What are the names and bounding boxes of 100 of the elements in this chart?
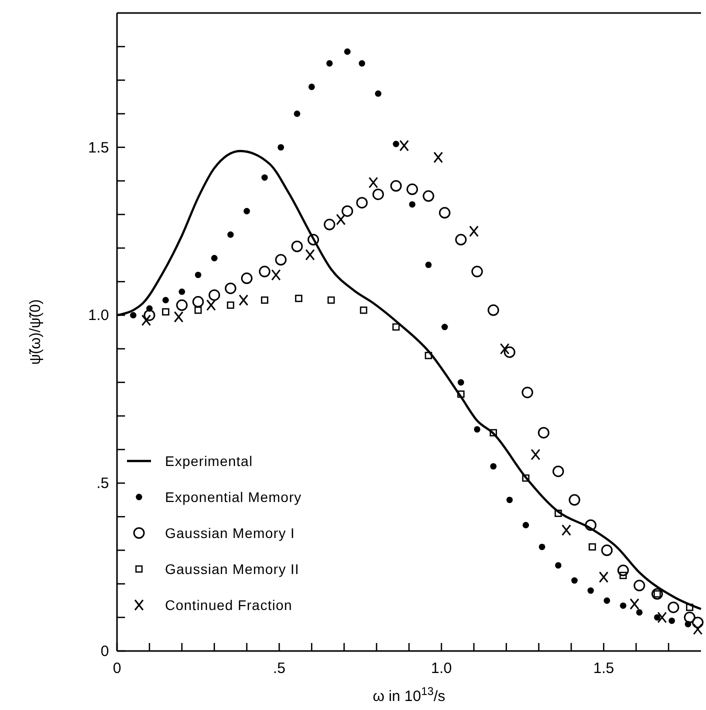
point — [587, 587, 594, 594]
point — [538, 544, 546, 550]
point — [522, 386, 534, 398]
point — [469, 226, 479, 238]
point — [571, 577, 578, 584]
point — [490, 463, 497, 470]
point — [686, 604, 694, 611]
point — [278, 144, 284, 151]
point — [530, 448, 540, 460]
point — [356, 196, 368, 208]
point — [308, 234, 320, 246]
point — [275, 254, 287, 266]
point — [500, 343, 510, 355]
point — [620, 602, 626, 609]
point — [588, 543, 596, 551]
point — [342, 205, 354, 217]
legend-label: Gaussian Memory I — [165, 525, 295, 541]
point — [174, 311, 184, 323]
x-tick-label: .5 — [272, 660, 286, 677]
x-tick-label: 1.0 — [431, 660, 452, 677]
point — [178, 288, 186, 295]
point — [130, 312, 136, 318]
point — [258, 266, 270, 278]
point — [392, 323, 400, 331]
point — [372, 188, 384, 200]
point — [241, 272, 253, 284]
y-tick-label: 1.0 — [88, 307, 109, 324]
point — [438, 207, 450, 219]
point — [211, 254, 218, 262]
point — [455, 234, 467, 246]
point — [226, 301, 234, 309]
legend-label: Exponential Memory — [165, 489, 302, 505]
point — [162, 308, 170, 316]
point — [471, 266, 483, 278]
point — [294, 110, 300, 117]
point — [244, 208, 250, 214]
point — [441, 324, 448, 330]
point — [271, 269, 281, 281]
y-tick-label: 1.5 — [88, 139, 109, 156]
point — [162, 296, 169, 304]
point — [141, 314, 151, 326]
point — [224, 282, 236, 294]
point — [668, 602, 680, 614]
point — [392, 140, 400, 148]
point — [144, 309, 156, 321]
point — [457, 390, 465, 398]
point — [617, 564, 629, 576]
point — [604, 597, 610, 604]
point — [194, 306, 202, 314]
point — [360, 306, 368, 314]
point — [692, 616, 704, 628]
point — [291, 240, 303, 252]
point — [598, 571, 608, 583]
point — [406, 184, 418, 196]
point — [488, 304, 500, 316]
point — [522, 522, 529, 528]
point — [227, 231, 234, 238]
point — [693, 623, 703, 635]
point — [208, 289, 220, 301]
legend-label: Continued Fraction — [165, 597, 292, 613]
point — [554, 510, 562, 517]
point — [474, 426, 480, 433]
point — [390, 180, 402, 192]
point — [651, 588, 663, 600]
point — [344, 48, 351, 55]
y-tick-label: .5 — [96, 475, 109, 492]
point — [634, 580, 646, 592]
x-axis-title: ω in 10$^{13}$/s — [372, 686, 446, 705]
point — [409, 201, 416, 208]
point — [327, 296, 335, 304]
point — [506, 496, 513, 504]
point — [424, 352, 432, 360]
point — [308, 84, 315, 90]
point — [176, 299, 188, 311]
point — [324, 218, 336, 230]
y-axis-title: ψ̃(ω)/ψ̃(0) — [27, 299, 44, 365]
point — [399, 140, 409, 152]
point — [490, 429, 498, 436]
point — [668, 618, 675, 624]
point — [630, 598, 640, 610]
point — [295, 294, 302, 302]
point — [522, 474, 530, 482]
point — [261, 174, 268, 181]
point — [358, 60, 366, 67]
point — [336, 214, 346, 226]
point — [368, 176, 378, 188]
point — [206, 299, 216, 311]
point — [422, 190, 434, 202]
point — [238, 294, 248, 306]
point — [194, 272, 202, 278]
point — [584, 519, 596, 531]
point — [619, 572, 627, 580]
legend-label: Experimental — [165, 453, 253, 469]
point — [552, 466, 564, 478]
point — [562, 524, 572, 536]
point — [305, 249, 315, 261]
point — [654, 614, 660, 621]
point — [636, 609, 643, 616]
point — [601, 544, 613, 556]
x-tick-label: 0 — [112, 660, 122, 677]
